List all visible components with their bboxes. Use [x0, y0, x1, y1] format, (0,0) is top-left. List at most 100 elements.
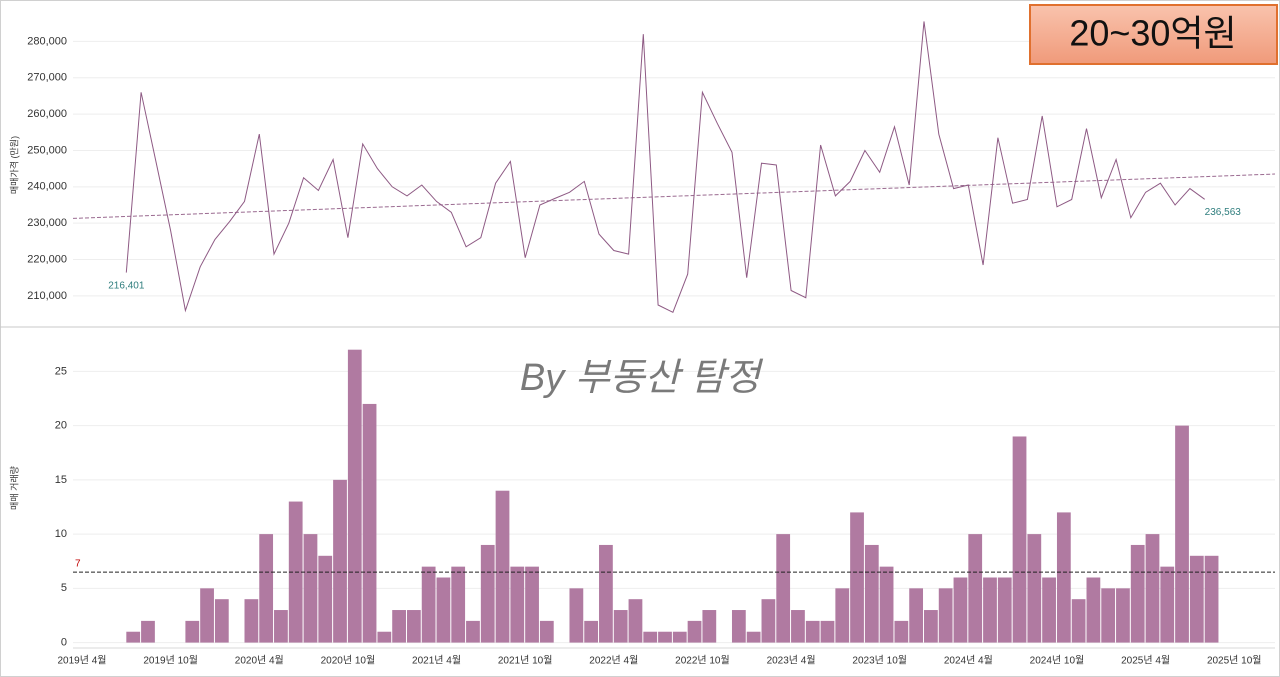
bar — [584, 620, 599, 643]
watermark: By 부동산 탐정 — [520, 357, 764, 399]
x-tick-label: 2024년 4월 — [944, 655, 993, 667]
bar — [1204, 555, 1219, 643]
bar — [1116, 588, 1130, 643]
bar — [185, 620, 200, 643]
bar — [1027, 534, 1042, 643]
bar — [761, 599, 776, 643]
bar — [658, 631, 672, 643]
bar — [1042, 577, 1056, 643]
bar — [1189, 555, 1204, 643]
bar — [480, 544, 495, 643]
bar — [953, 577, 968, 643]
bar — [569, 588, 584, 643]
bar — [495, 490, 510, 643]
y-tick-label: 260,000 — [27, 108, 67, 120]
bar — [983, 577, 997, 643]
bar — [835, 588, 850, 643]
x-tick-label: 2022년 10월 — [675, 655, 730, 667]
bar — [1086, 577, 1101, 643]
bar — [451, 566, 466, 643]
bar — [938, 588, 953, 643]
bar — [850, 512, 864, 643]
y-tick-label: 270,000 — [27, 72, 67, 84]
bar — [746, 631, 761, 643]
bar — [392, 610, 406, 643]
bar — [303, 534, 318, 643]
x-tick-label: 2025년 10월 — [1207, 655, 1262, 667]
x-tick-label: 2023년 10월 — [852, 655, 907, 667]
bar — [1175, 425, 1189, 643]
bar — [200, 588, 214, 643]
bar — [820, 620, 835, 643]
bar — [1130, 544, 1145, 643]
y-tick-label: 230,000 — [27, 217, 67, 229]
bar — [731, 610, 746, 643]
bar — [894, 620, 909, 643]
x-tick-label: 2025년 4월 — [1121, 655, 1170, 667]
x-tick-label: 2022년 4월 — [589, 655, 638, 667]
x-tick-label: 2020년 4월 — [235, 655, 284, 667]
y-tick-label: 280,000 — [27, 35, 67, 47]
bar — [1160, 566, 1175, 643]
bar — [141, 620, 155, 643]
reference-label: 7 — [75, 559, 81, 570]
data-label: 236,563 — [1205, 207, 1242, 218]
data-label: 216,401 — [108, 280, 145, 291]
bar — [628, 599, 643, 643]
y-tick-label: 15 — [55, 474, 67, 486]
bar — [1012, 436, 1027, 643]
bar — [879, 566, 894, 643]
bar — [525, 566, 539, 643]
bar — [1145, 534, 1160, 643]
y-tick-label: 5 — [61, 582, 67, 594]
bar — [318, 555, 333, 643]
bar — [687, 620, 702, 643]
x-tick-label: 2019년 10월 — [143, 655, 198, 667]
bar — [864, 544, 879, 643]
y-tick-label: 20 — [55, 420, 67, 432]
bar — [377, 631, 392, 643]
x-tick-label: 2021년 10월 — [498, 655, 553, 667]
bar — [333, 479, 347, 643]
y-tick-label: 25 — [55, 365, 67, 377]
bar — [274, 610, 288, 643]
bar — [436, 577, 451, 643]
title-box — [1029, 4, 1278, 65]
bar — [909, 588, 924, 643]
bar — [406, 610, 421, 643]
bar — [1056, 512, 1071, 643]
bar — [924, 610, 938, 643]
trend-line — [72, 173, 1276, 219]
y-axis-label: 매매가격 (만원) — [8, 136, 19, 194]
y-axis-label: 매매 거래량 — [8, 466, 19, 510]
bar — [997, 577, 1012, 643]
bar — [643, 631, 658, 643]
bar — [1071, 599, 1086, 643]
y-tick-label: 240,000 — [27, 181, 67, 193]
bar — [126, 631, 141, 643]
x-tick-label: 2020년 10월 — [321, 655, 376, 667]
price-line — [125, 21, 1205, 313]
x-tick-label: 2024년 10월 — [1030, 655, 1085, 667]
bar — [1101, 588, 1116, 643]
bar — [259, 534, 274, 643]
bar — [791, 610, 805, 643]
bar — [510, 566, 525, 643]
bar — [805, 620, 820, 643]
x-tick-label: 2023년 4월 — [767, 655, 816, 667]
bar — [776, 534, 791, 643]
bar — [347, 349, 362, 643]
bar — [244, 599, 259, 643]
y-tick-label: 250,000 — [27, 144, 67, 156]
plot-layer: 210,000 220,000 230,000 240,000 250,000 260,0… — [8, 21, 1276, 667]
bar — [613, 610, 628, 643]
y-tick-label: 210,000 — [27, 290, 67, 302]
bar — [702, 610, 717, 643]
x-tick-label: 2019년 4월 — [58, 655, 107, 667]
bar — [421, 566, 436, 643]
bar — [466, 620, 480, 643]
bar — [599, 544, 613, 643]
bar — [968, 534, 983, 643]
